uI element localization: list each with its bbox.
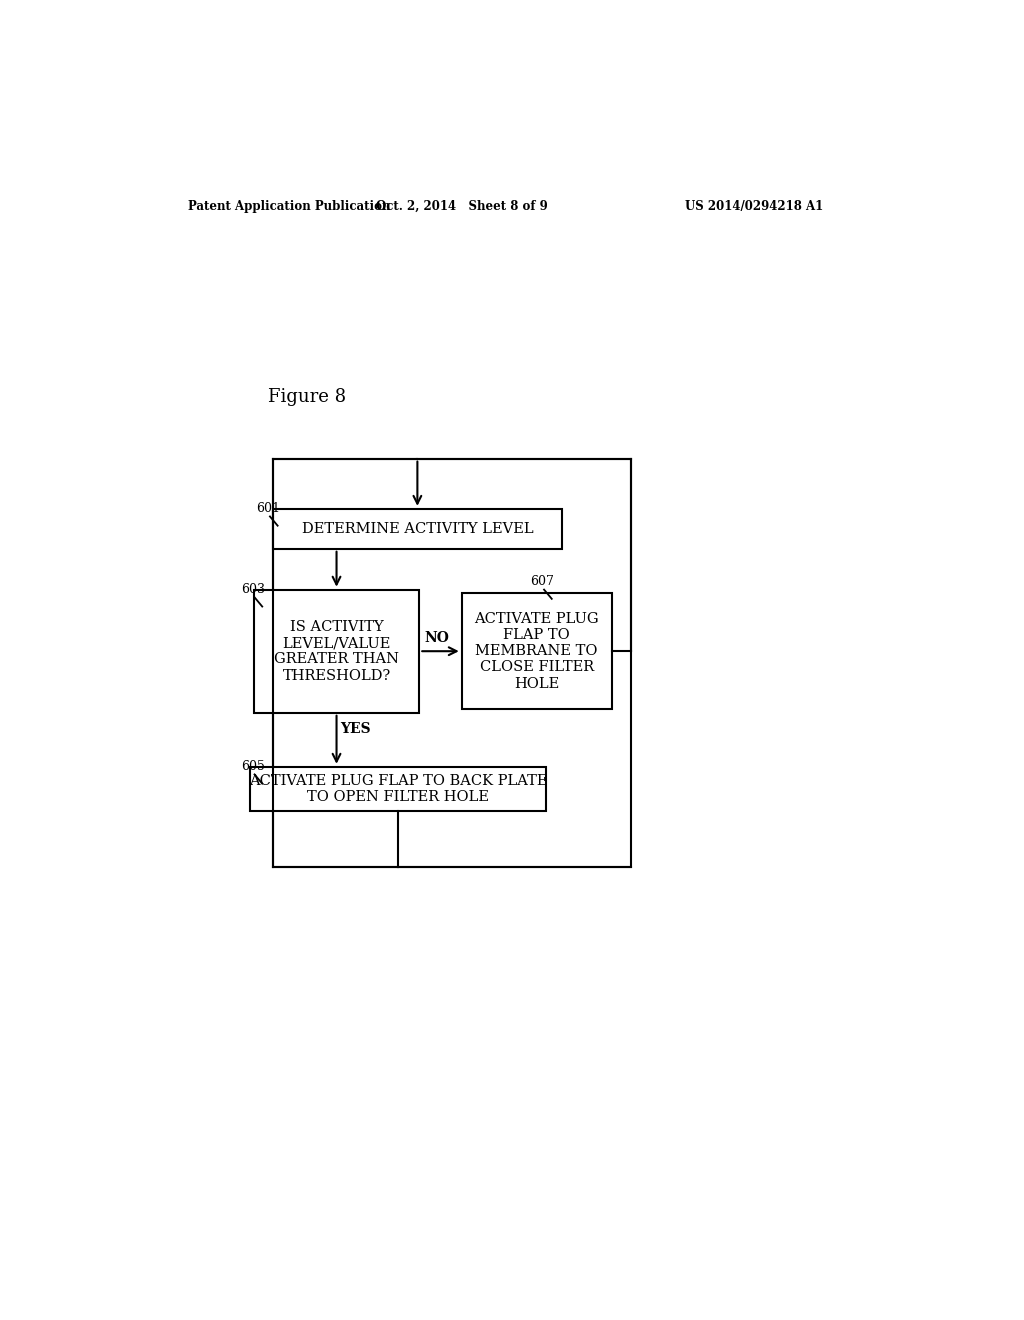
Text: Oct. 2, 2014   Sheet 8 of 9: Oct. 2, 2014 Sheet 8 of 9 — [376, 199, 548, 213]
Text: NO: NO — [424, 631, 450, 645]
Text: IS ACTIVITY
LEVEL/VALUE
GREATER THAN
THRESHOLD?: IS ACTIVITY LEVEL/VALUE GREATER THAN THR… — [274, 620, 399, 682]
Text: YES: YES — [340, 722, 371, 737]
Text: US 2014/0294218 A1: US 2014/0294218 A1 — [685, 199, 823, 213]
Bar — [250, 767, 547, 810]
Text: 605: 605 — [241, 760, 264, 774]
Bar — [462, 594, 611, 709]
Text: 607: 607 — [530, 576, 554, 589]
Text: Patent Application Publication: Patent Application Publication — [188, 199, 391, 213]
Text: DETERMINE ACTIVITY LEVEL: DETERMINE ACTIVITY LEVEL — [302, 521, 534, 536]
Text: ACTIVATE PLUG FLAP TO BACK PLATE
TO OPEN FILTER HOLE: ACTIVATE PLUG FLAP TO BACK PLATE TO OPEN… — [249, 774, 548, 804]
Text: ACTIVATE PLUG
FLAP TO
MEMBRANE TO
CLOSE FILTER
HOLE: ACTIVATE PLUG FLAP TO MEMBRANE TO CLOSE … — [474, 611, 599, 690]
Text: 601: 601 — [256, 502, 281, 515]
Bar — [273, 508, 562, 549]
Bar — [273, 459, 631, 867]
Text: Figure 8: Figure 8 — [267, 388, 346, 407]
Bar — [254, 590, 419, 713]
Text: 603: 603 — [241, 582, 264, 595]
